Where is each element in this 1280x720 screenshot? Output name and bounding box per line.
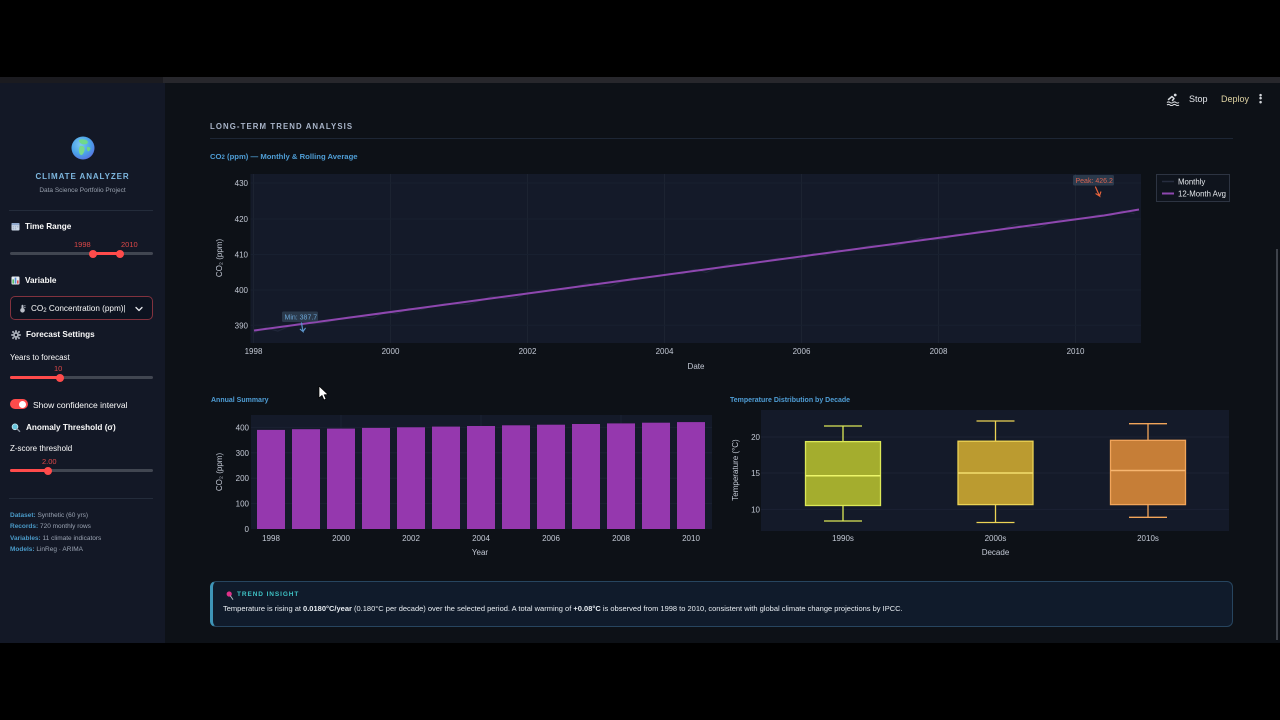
svg-text:1990s: 1990s (832, 534, 854, 543)
svg-text:Year: Year (472, 548, 489, 557)
svg-text:Min: 387.7: Min: 387.7 (285, 314, 318, 321)
svg-text:420: 420 (235, 215, 249, 224)
svg-text:Date: Date (688, 362, 705, 371)
svg-text:100: 100 (236, 500, 250, 509)
svg-text:Monthly: Monthly (1178, 178, 1205, 187)
svg-text:200: 200 (236, 474, 250, 483)
svg-text:15: 15 (751, 469, 760, 478)
svg-text:2010: 2010 (682, 534, 700, 543)
svg-text:20: 20 (751, 433, 760, 442)
svg-text:2008: 2008 (612, 534, 630, 543)
svg-text:0: 0 (245, 525, 250, 534)
svg-text:Temperature (°C): Temperature (°C) (731, 439, 740, 501)
svg-text:1998: 1998 (245, 347, 263, 356)
svg-text:2002: 2002 (519, 347, 537, 356)
svg-text:390: 390 (235, 321, 249, 330)
svg-text:410: 410 (235, 251, 249, 260)
svg-text:300: 300 (236, 449, 250, 458)
svg-text:2008: 2008 (930, 347, 948, 356)
svg-text:CO₂ (ppm): CO₂ (ppm) (215, 239, 224, 278)
svg-text:2000: 2000 (382, 347, 400, 356)
svg-text:1998: 1998 (262, 534, 280, 543)
svg-text:Peak: 426.2: Peak: 426.2 (1076, 178, 1113, 185)
svg-text:CO₂ (ppm): CO₂ (ppm) (215, 453, 224, 492)
svg-text:2010: 2010 (1067, 347, 1085, 356)
svg-text:2000: 2000 (332, 534, 350, 543)
svg-text:2004: 2004 (472, 534, 490, 543)
svg-text:2002: 2002 (402, 534, 420, 543)
svg-text:2004: 2004 (656, 347, 674, 356)
svg-text:2006: 2006 (542, 534, 560, 543)
svg-text:2010s: 2010s (1137, 534, 1159, 543)
svg-text:400: 400 (235, 286, 249, 295)
svg-text:430: 430 (235, 179, 249, 188)
svg-text:2006: 2006 (793, 347, 811, 356)
svg-text:400: 400 (236, 423, 250, 432)
svg-text:10: 10 (751, 505, 760, 514)
svg-text:12-Month Avg: 12-Month Avg (1178, 190, 1226, 199)
svg-text:2000s: 2000s (985, 534, 1007, 543)
svg-text:Decade: Decade (982, 548, 1010, 557)
